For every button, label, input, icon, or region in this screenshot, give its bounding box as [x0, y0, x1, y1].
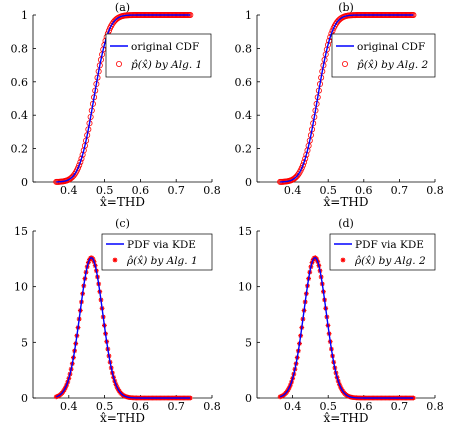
- x-tick-label: 0.4: [60, 400, 78, 413]
- y-tick-label: 5: [21, 336, 28, 349]
- legend-entry-label: PDF via KDE: [355, 239, 424, 251]
- legend: original CDF p̂(x̂) by Alg. 2: [331, 33, 436, 78]
- data-marker: [298, 165, 305, 172]
- panel-title: (c): [115, 217, 130, 230]
- legend-box: [329, 233, 436, 271]
- legend: PDF via KDE ρ̂(x̂) by Alg. 2: [329, 233, 436, 271]
- legend-entry-label: PDF via KDE: [127, 239, 196, 251]
- chart-panel: (c) 0.4 0.5 0.6 0.7 0.8 0 5 10 15 x̂=THD PDF via KD…: [14, 217, 221, 422]
- y-tick-label: 0.8: [235, 42, 253, 55]
- data-marker: [77, 159, 84, 166]
- data-marker: [78, 155, 85, 162]
- x-axis-label: x̂=THD: [324, 411, 369, 422]
- legend-box: [105, 33, 212, 78]
- y-tick-label: 0.6: [11, 76, 29, 89]
- legend-marker-swatch: [116, 61, 123, 68]
- x-tick-label: 0.7: [391, 184, 409, 197]
- x-tick-label: 0.8: [203, 184, 221, 197]
- data-marker: [302, 155, 309, 162]
- x-tick-label: 0.5: [319, 400, 337, 413]
- y-tick-label: 0.6: [235, 76, 253, 89]
- x-axis-label: x̂=THD: [324, 195, 369, 209]
- y-tick-label: 0: [21, 392, 28, 405]
- data-marker: [301, 159, 308, 166]
- x-tick-label: 0.4: [284, 184, 302, 197]
- x-tick-label: 0.8: [426, 184, 444, 197]
- legend-box: [331, 33, 436, 78]
- x-tick-label: 0.8: [203, 400, 221, 413]
- legend-entry-label: p̂(x̂) by Alg. 1: [131, 59, 202, 71]
- data-marker: [411, 395, 416, 401]
- legend-marker-swatch: [112, 257, 118, 263]
- data-marker: [299, 162, 306, 169]
- legend-entry-label: ρ̂(x̂) by Alg. 2: [354, 255, 426, 267]
- series-line: [279, 256, 414, 399]
- y-tick-label: 15: [14, 225, 28, 238]
- y-tick-label: 0: [245, 392, 252, 405]
- x-tick-label: 0.4: [284, 400, 302, 413]
- panel-title: (d): [338, 217, 354, 230]
- legend-entry-label: ρ̂(x̂) by Alg. 1: [126, 255, 198, 267]
- x-tick-label: 0.5: [96, 400, 114, 413]
- legend: PDF via KDE ρ̂(x̂) by Alg. 1: [101, 233, 213, 271]
- y-tick-label: 1: [245, 9, 252, 22]
- x-tick-label: 0.4: [60, 184, 78, 197]
- y-tick-label: 0.8: [11, 42, 29, 55]
- x-tick-label: 0.6: [132, 400, 150, 413]
- x-tick-label: 0.8: [426, 400, 444, 413]
- panel-title: (b): [338, 1, 354, 14]
- legend-entry-label: p̂(x̂) by Alg. 2: [357, 59, 429, 71]
- data-marker: [76, 162, 83, 169]
- y-tick-label: 0.2: [235, 143, 253, 156]
- legend-marker-swatch: [340, 257, 346, 263]
- legend-entry-label: original CDF: [131, 41, 199, 53]
- legend: original CDF p̂(x̂) by Alg. 1: [105, 33, 212, 78]
- legend-marker-swatch: [341, 61, 348, 68]
- panel-title: (a): [115, 1, 130, 14]
- data-marker: [328, 30, 335, 37]
- y-tick-label: 15: [238, 225, 252, 238]
- legend-box: [101, 233, 213, 271]
- x-tick-label: 0.6: [132, 184, 150, 197]
- y-tick-label: 5: [245, 336, 252, 349]
- y-tick-label: 1: [21, 9, 28, 22]
- data-marker: [187, 395, 193, 401]
- y-tick-label: 0: [21, 176, 28, 189]
- x-axis-label: x̂=THD: [100, 195, 145, 209]
- series-line: [280, 14, 414, 183]
- y-tick-label: 10: [238, 281, 252, 294]
- y-tick-label: 0.4: [11, 109, 29, 122]
- series-line: [56, 14, 191, 183]
- chart-panel: (a) 0.4 0.5 0.6 0.7 0.8 0 0.2 0.4 0.6 0.8 1 x̂=THD or…: [11, 1, 221, 209]
- x-tick-label: 0.7: [167, 400, 185, 413]
- chart-panel: (d) 0.4 0.5 0.6 0.7 0.8 0 5 10 15 x̂=THD PDF via KD…: [238, 217, 444, 422]
- data-marker: [75, 165, 82, 172]
- x-tick-label: 0.6: [355, 400, 373, 413]
- series-line: [56, 256, 191, 399]
- chart-panel: (b) 0.4 0.5 0.6 0.7 0.8 0 0.2 0.4 0.6 0.8 1 x̂=THD or…: [235, 1, 444, 209]
- x-tick-label: 0.7: [167, 184, 185, 197]
- x-tick-label: 0.7: [391, 400, 409, 413]
- x-tick-label: 0.5: [319, 184, 337, 197]
- legend-entry-label: original CDF: [357, 41, 425, 53]
- x-axis-label: x̂=THD: [100, 411, 145, 422]
- x-tick-label: 0.6: [355, 184, 373, 197]
- y-tick-label: 0.4: [235, 109, 253, 122]
- y-tick-label: 0.2: [11, 143, 29, 156]
- y-tick-label: 10: [14, 281, 28, 294]
- y-tick-label: 0: [245, 176, 252, 189]
- x-tick-label: 0.5: [96, 184, 114, 197]
